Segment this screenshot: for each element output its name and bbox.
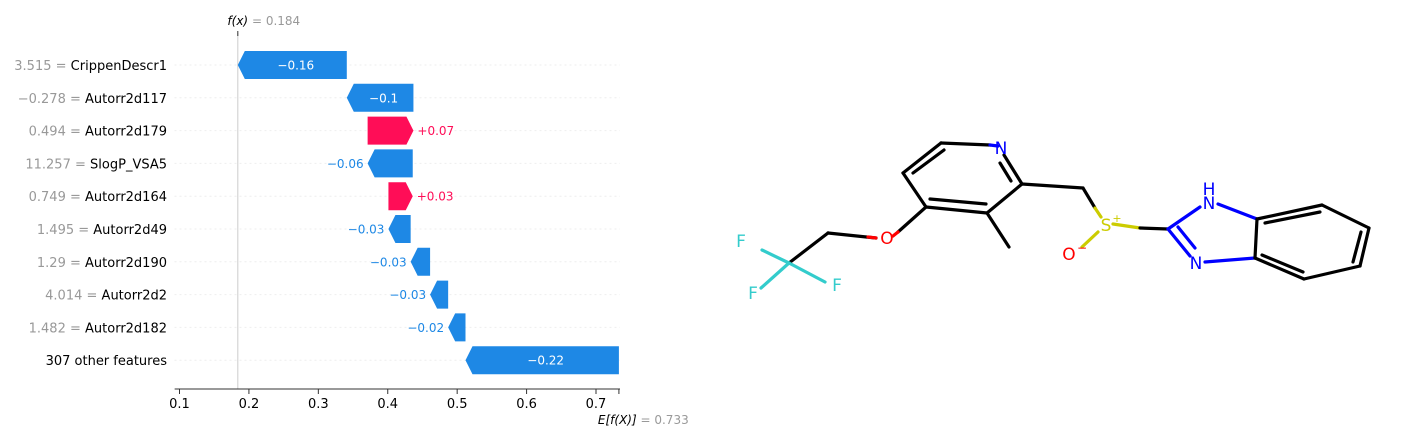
atom-n1: N bbox=[995, 139, 1008, 159]
feature-name: Autorr2d164 bbox=[85, 190, 167, 205]
feature-value: 1.482 bbox=[29, 321, 66, 336]
atom-labels: N O F F F S + O − N H N bbox=[736, 139, 1215, 304]
feature-label: 3.515 = CrippenDescr1 bbox=[14, 59, 167, 74]
x-tick-label: 0.7 bbox=[586, 397, 607, 412]
shap-value-label: −0.03 bbox=[348, 223, 385, 237]
feature-label: 0.494 = Autorr2d179 bbox=[29, 125, 167, 140]
feature-label: −0.278 = Autorr2d117 bbox=[18, 92, 167, 107]
shap-bar bbox=[367, 149, 413, 178]
feature-name: CrippenDescr1 bbox=[71, 59, 167, 74]
feature-value: 0.749 bbox=[29, 190, 66, 205]
feature-label: 307 other features bbox=[46, 354, 168, 369]
feature-name: SlogP_VSA5 bbox=[90, 157, 167, 172]
shap-value-label: −0.02 bbox=[407, 321, 444, 335]
shap-value-label: −0.03 bbox=[370, 255, 407, 269]
feature-value: 1.495 bbox=[37, 223, 74, 238]
atom-f3: F bbox=[748, 284, 758, 304]
shap-value-label: −0.16 bbox=[277, 59, 314, 73]
feature-name: Autorr2d182 bbox=[85, 321, 167, 336]
feature-value: −0.278 bbox=[18, 92, 66, 107]
shap-value-label: −0.06 bbox=[327, 157, 364, 171]
x-tick-label: 0.3 bbox=[308, 397, 329, 412]
feature-labels: 3.515 = CrippenDescr1 −0.278 = Autorr2d11… bbox=[14, 59, 167, 369]
shap-bar bbox=[367, 116, 414, 145]
shap-bar bbox=[388, 215, 411, 243]
feature-name: Autorr2d179 bbox=[85, 125, 167, 140]
atom-o2: O bbox=[1062, 245, 1075, 265]
feature-value: 11.257 bbox=[25, 157, 71, 172]
feature-label: 4.014 = Autorr2d2 bbox=[45, 289, 167, 304]
ex-value: 0.733 bbox=[654, 413, 688, 427]
feature-value: 4.014 bbox=[45, 289, 82, 304]
shap-value-label: +0.07 bbox=[417, 124, 454, 138]
shap-bar bbox=[465, 346, 619, 375]
shap-value-label: −0.1 bbox=[369, 91, 398, 105]
shap-bar bbox=[237, 51, 347, 79]
feature-name: Autorr2d190 bbox=[85, 256, 167, 271]
fx-label: f(x) bbox=[227, 14, 248, 28]
ex-label: E[f(X)] bbox=[598, 413, 637, 427]
feature-label: 1.482 = Autorr2d182 bbox=[29, 321, 167, 336]
atom-n3: N bbox=[1190, 254, 1203, 274]
shap-value-label: +0.03 bbox=[417, 190, 454, 204]
atom-s-charge: + bbox=[1112, 212, 1121, 225]
feature-value: 1.29 bbox=[37, 256, 66, 271]
x-axis: 0.1 0.2 0.3 0.4 0.5 0.6 0.7 bbox=[169, 388, 620, 412]
feature-label: 1.495 = Autorr2d49 bbox=[37, 223, 167, 238]
x-tick-label: 0.1 bbox=[169, 397, 190, 412]
fx-value: 0.184 bbox=[266, 14, 300, 28]
shap-value-label: −0.22 bbox=[527, 354, 564, 368]
feature-label: 0.749 = Autorr2d164 bbox=[29, 190, 167, 205]
pyridine-ring bbox=[787, 141, 1097, 265]
hetero-bonds bbox=[759, 143, 1259, 290]
feature-value: 3.515 bbox=[14, 59, 51, 74]
atom-s: S bbox=[1101, 216, 1112, 236]
atom-o1: O bbox=[880, 229, 893, 249]
atom-h: H bbox=[1203, 180, 1216, 200]
shap-bar bbox=[410, 247, 431, 276]
shap-value-label: −0.03 bbox=[389, 288, 426, 302]
x-tick-label: 0.5 bbox=[447, 397, 468, 412]
shap-waterfall-chart: −0.16 −0.1 +0.07 −0.06 +0.03 −0.03 −0.03 −0.03 −… bbox=[14, 14, 688, 427]
atom-f1: F bbox=[736, 232, 746, 252]
feature-name: Autorr2d117 bbox=[85, 92, 167, 107]
shap-bar bbox=[430, 280, 449, 309]
feature-value: 0.494 bbox=[29, 125, 66, 140]
fx-annotation: f(x) = 0.184 bbox=[227, 14, 300, 28]
feature-label: 1.29 = Autorr2d190 bbox=[37, 256, 167, 271]
molecule-structure: N O F F F S + O − N H N bbox=[736, 139, 1371, 304]
bars-group: −0.16 −0.1 +0.07 −0.06 +0.03 −0.03 −0.03 −0.03 −… bbox=[237, 51, 619, 375]
expected-value-annotation: E[f(X)] = 0.733 bbox=[598, 413, 689, 427]
feature-label: 11.257 = SlogP_VSA5 bbox=[25, 157, 167, 172]
x-tick-label: 0.4 bbox=[377, 397, 398, 412]
x-tick-label: 0.6 bbox=[516, 397, 537, 412]
shap-bar bbox=[448, 313, 466, 342]
atom-o2-charge: − bbox=[1077, 241, 1087, 255]
x-tick-label: 0.2 bbox=[239, 397, 260, 412]
feature-name: 307 other features bbox=[46, 354, 168, 369]
shap-bar bbox=[388, 182, 413, 211]
shap-bar bbox=[346, 83, 414, 112]
feature-name: Autorr2d49 bbox=[93, 223, 167, 238]
feature-name: Autorr2d2 bbox=[102, 289, 167, 304]
atom-nh: N bbox=[1203, 194, 1216, 214]
benzimidazole-ring bbox=[1253, 203, 1371, 281]
atom-f2: F bbox=[832, 276, 842, 296]
